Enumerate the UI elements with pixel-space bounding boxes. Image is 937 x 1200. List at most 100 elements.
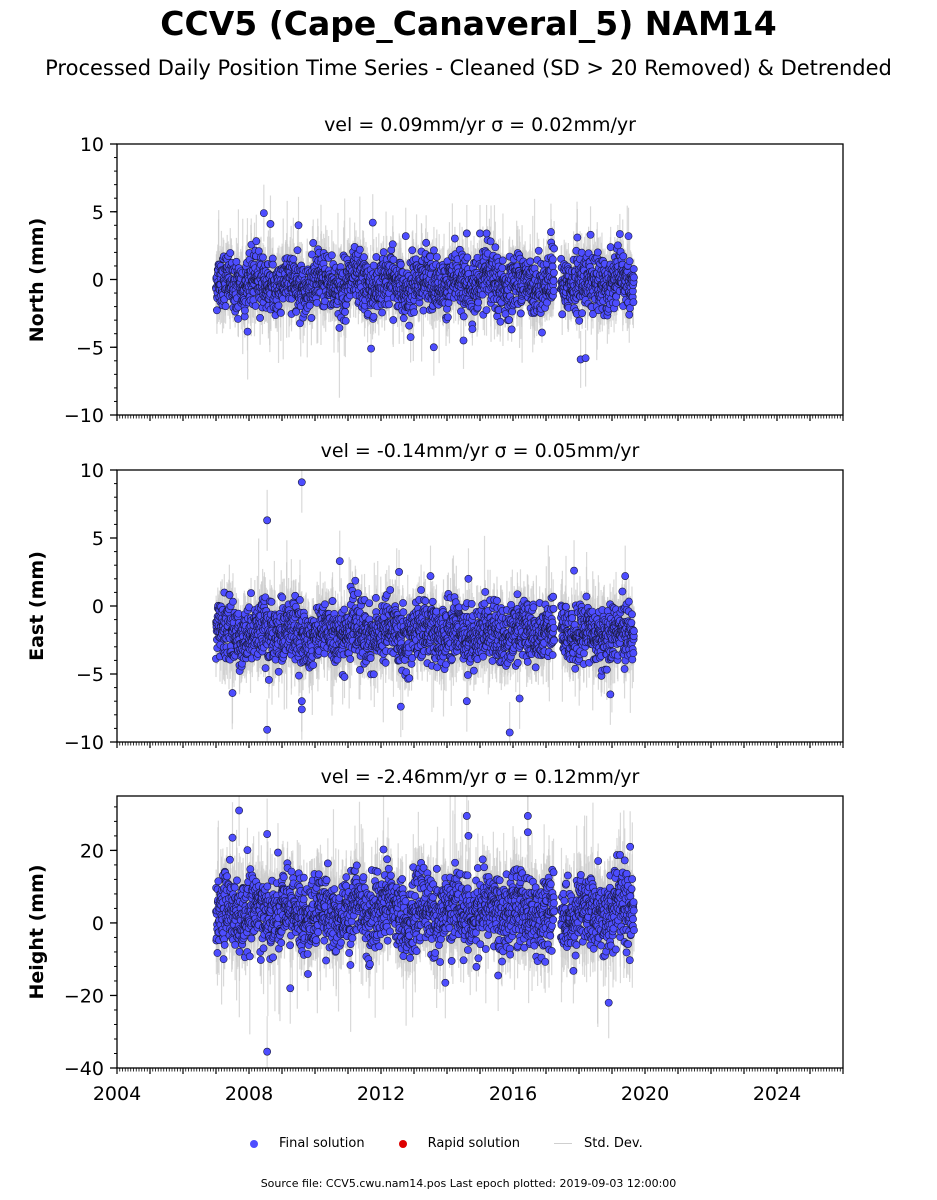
y-tick-label: −10 bbox=[64, 405, 104, 427]
final-solution-point bbox=[360, 253, 368, 262]
y-tick-label: 5 bbox=[92, 202, 104, 224]
final-solution-point bbox=[308, 250, 316, 259]
final-solution-point bbox=[630, 273, 638, 282]
final-solution-point bbox=[396, 260, 405, 269]
final-solution-point bbox=[516, 309, 525, 318]
final-solution-point bbox=[482, 229, 491, 238]
final-solution-point bbox=[305, 301, 314, 310]
final-solution-point bbox=[293, 246, 302, 255]
final-solution-point bbox=[459, 312, 468, 321]
final-solution-point bbox=[292, 307, 301, 316]
final-solution-point bbox=[276, 308, 285, 317]
final-solution-point bbox=[309, 239, 318, 247]
final-solution-points bbox=[212, 209, 638, 364]
final-solution-point bbox=[389, 255, 398, 264]
final-solution-point bbox=[468, 325, 477, 333]
final-solution-point bbox=[252, 237, 261, 246]
final-solution-point bbox=[558, 310, 567, 319]
y-axis-label: North (mm) bbox=[26, 218, 48, 343]
final-solution-point bbox=[369, 261, 378, 270]
final-solution-point bbox=[341, 316, 350, 325]
final-solution-point bbox=[625, 257, 634, 266]
final-solution-point bbox=[385, 300, 393, 309]
final-solution-point bbox=[498, 256, 507, 265]
final-solution-point bbox=[213, 306, 221, 315]
final-solution-point bbox=[401, 232, 410, 241]
final-solution-point bbox=[289, 255, 298, 264]
final-solution-point bbox=[367, 344, 375, 353]
final-solution-point bbox=[368, 218, 377, 227]
final-solution-point bbox=[586, 230, 595, 239]
final-solution-point bbox=[256, 314, 264, 322]
final-solution-point bbox=[426, 252, 435, 261]
final-solution-point bbox=[406, 333, 415, 342]
final-solution-point bbox=[462, 229, 471, 238]
final-solution-point bbox=[450, 234, 459, 243]
final-solution-point bbox=[335, 323, 344, 332]
panel-title: vel = 0.09mm/yr σ = 0.02mm/yr bbox=[324, 114, 636, 136]
final-solution-point bbox=[575, 316, 584, 325]
chart-title: CCV5 (Cape_Canaveral_5) NAM14 bbox=[160, 4, 777, 43]
y-tick-label: 10 bbox=[80, 134, 104, 156]
final-solution-point bbox=[429, 343, 438, 352]
final-solution-point bbox=[459, 336, 468, 345]
final-solution-point bbox=[463, 253, 472, 262]
final-solution-point bbox=[266, 220, 275, 228]
final-solution-point bbox=[243, 327, 252, 336]
final-solution-point bbox=[369, 312, 378, 321]
final-solution-point bbox=[550, 244, 558, 253]
chart-subtitle: Processed Daily Position Time Series - C… bbox=[45, 56, 892, 80]
final-solution-point bbox=[389, 316, 398, 324]
final-solution-point bbox=[629, 298, 638, 307]
final-solution-point bbox=[274, 301, 283, 310]
final-solution-point bbox=[550, 268, 558, 277]
final-solution-point bbox=[241, 306, 249, 315]
final-solution-point bbox=[405, 321, 414, 330]
final-solution-point bbox=[430, 246, 438, 255]
final-solution-point bbox=[625, 310, 634, 319]
final-solution-point bbox=[507, 325, 516, 334]
final-solution-point bbox=[444, 299, 453, 307]
final-solution-point bbox=[259, 253, 267, 262]
final-solution-point bbox=[341, 308, 349, 316]
final-solution-point bbox=[619, 252, 628, 261]
final-solution-point bbox=[327, 251, 336, 260]
y-axis-label: East (mm) bbox=[26, 551, 48, 661]
final-solution-point bbox=[538, 328, 546, 337]
final-solution-point bbox=[379, 248, 388, 257]
final-solution-point bbox=[491, 243, 500, 252]
final-solution-point bbox=[474, 298, 483, 307]
final-solution-point bbox=[234, 314, 242, 323]
final-solution-point bbox=[355, 245, 364, 254]
final-solution-point bbox=[399, 314, 408, 323]
final-solution-point bbox=[378, 308, 386, 317]
final-solution-point bbox=[593, 248, 602, 257]
final-solution-point bbox=[419, 306, 428, 315]
final-solution-point bbox=[505, 316, 513, 324]
final-solution-point bbox=[629, 265, 638, 273]
final-solution-point bbox=[410, 308, 418, 317]
final-solution-point bbox=[259, 209, 268, 218]
final-solution-point bbox=[549, 276, 558, 285]
final-solution-point bbox=[226, 249, 235, 257]
final-solution-point bbox=[534, 246, 543, 255]
final-solution-point bbox=[548, 262, 557, 271]
panel-title: vel = -0.14mm/yr σ = 0.05mm/yr bbox=[321, 440, 640, 462]
final-solution-point bbox=[294, 221, 303, 230]
final-solution-point bbox=[307, 314, 316, 322]
final-solution-point bbox=[486, 237, 495, 246]
final-solution-point bbox=[526, 257, 535, 266]
y-tick-label: 0 bbox=[92, 270, 104, 292]
final-solution-point bbox=[573, 233, 582, 242]
panel-north: vel = 0.09mm/yr σ = 0.02mm/yr North (mm) −… bbox=[26, 114, 844, 427]
final-solution-point bbox=[313, 298, 321, 307]
final-solution-point bbox=[615, 230, 624, 238]
final-solution-point bbox=[578, 309, 586, 318]
final-solution-point bbox=[581, 354, 590, 362]
final-solution-point bbox=[498, 264, 507, 272]
final-solution-point bbox=[549, 287, 558, 295]
final-solution-point bbox=[612, 299, 620, 307]
final-solution-point bbox=[482, 306, 491, 314]
